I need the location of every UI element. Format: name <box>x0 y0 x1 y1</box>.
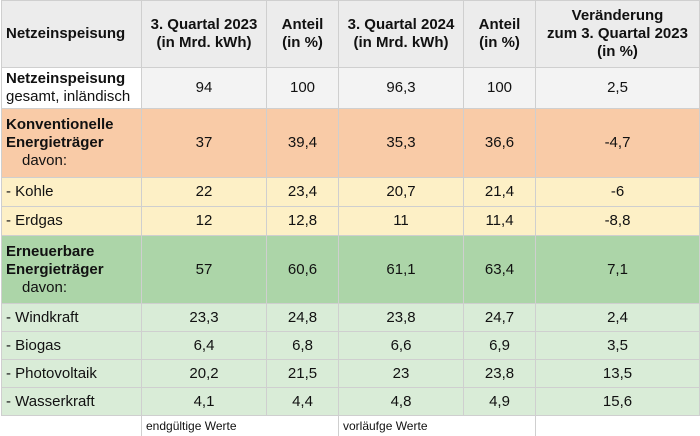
row-share-2023: 4,4 <box>267 388 339 416</box>
header-q3-2023-line1: 3. Quartal 2023 <box>146 16 262 34</box>
conventional-change: -4,7 <box>536 109 700 178</box>
row-share-2024: 11,4 <box>464 207 536 236</box>
row-q3-2024: 11 <box>339 207 464 236</box>
row-share-2023: 21,5 <box>267 360 339 388</box>
renewable-label-line2: Energieträger <box>6 261 137 279</box>
total-label-cell: Netzeinspeisung gesamt, inländisch <box>2 68 142 109</box>
total-share-2023: 100 <box>267 68 339 109</box>
row-share-2024: 23,8 <box>464 360 536 388</box>
total-q3-2024: 96,3 <box>339 68 464 109</box>
conventional-row: Konventionelle Energieträger davon: 37 3… <box>2 109 700 178</box>
header-share-2023-line2: (in %) <box>271 34 334 52</box>
renewable-q3-2024: 61,1 <box>339 236 464 304</box>
header-netzeinspeisung: Netzeinspeisung <box>2 1 142 68</box>
renewable-share-2024: 63,4 <box>464 236 536 304</box>
table-row-windkraft: - Windkraft 23,3 24,8 23,8 24,7 2,4 <box>2 304 700 332</box>
table-row-wasserkraft: - Wasserkraft 4,1 4,4 4,8 4,9 15,6 <box>2 388 700 416</box>
conventional-label-cell: Konventionelle Energieträger davon: <box>2 109 142 178</box>
header-share-2023-line1: Anteil <box>271 16 334 34</box>
renewable-davon: davon: <box>6 279 137 297</box>
table-row-kohle: - Kohle 22 23,4 20,7 21,4 -6 <box>2 178 700 207</box>
row-share-2023: 24,8 <box>267 304 339 332</box>
header-change-line1: Veränderung <box>540 7 695 25</box>
total-change: 2,5 <box>536 68 700 109</box>
row-share-2024: 24,7 <box>464 304 536 332</box>
renewable-share-2023: 60,6 <box>267 236 339 304</box>
row-q3-2024: 6,6 <box>339 332 464 360</box>
total-sublabel: gesamt, inländisch <box>6 88 137 106</box>
row-q3-2024: 23,8 <box>339 304 464 332</box>
header-row: Netzeinspeisung 3. Quartal 2023 (in Mrd.… <box>2 1 700 68</box>
renewable-q3-2023: 57 <box>142 236 267 304</box>
row-label: - Wasserkraft <box>2 388 142 416</box>
row-label: - Windkraft <box>2 304 142 332</box>
footer-empty <box>2 416 142 436</box>
row-change: 3,5 <box>536 332 700 360</box>
row-change: 13,5 <box>536 360 700 388</box>
row-q3-2023: 20,2 <box>142 360 267 388</box>
row-share-2023: 12,8 <box>267 207 339 236</box>
row-q3-2024: 23 <box>339 360 464 388</box>
conventional-label-line1: Konventionelle <box>6 116 137 134</box>
row-share-2023: 23,4 <box>267 178 339 207</box>
row-label: - Erdgas <box>2 207 142 236</box>
row-q3-2023: 4,1 <box>142 388 267 416</box>
header-q3-2024-line2: (in Mrd. kWh) <box>343 34 459 52</box>
total-q3-2023: 94 <box>142 68 267 109</box>
conventional-share-2024: 36,6 <box>464 109 536 178</box>
footer-empty-end <box>536 416 700 436</box>
header-share-2024-line2: (in %) <box>468 34 531 52</box>
renewable-label-line1: Erneuerbare <box>6 243 137 261</box>
row-q3-2023: 12 <box>142 207 267 236</box>
header-q3-2023-line2: (in Mrd. kWh) <box>146 34 262 52</box>
footnote-final-values: endgültige Werte <box>142 416 339 436</box>
total-label: Netzeinspeisung <box>6 70 137 88</box>
row-label: - Photovoltaik <box>2 360 142 388</box>
header-change: Veränderung zum 3. Quartal 2023 (in %) <box>536 1 700 68</box>
conventional-davon: davon: <box>6 152 137 170</box>
conventional-share-2023: 39,4 <box>267 109 339 178</box>
header-q3-2024: 3. Quartal 2024 (in Mrd. kWh) <box>339 1 464 68</box>
row-change: -8,8 <box>536 207 700 236</box>
row-q3-2024: 4,8 <box>339 388 464 416</box>
row-label: - Kohle <box>2 178 142 207</box>
row-change: 15,6 <box>536 388 700 416</box>
header-share-2024: Anteil (in %) <box>464 1 536 68</box>
row-share-2024: 21,4 <box>464 178 536 207</box>
total-share-2024: 100 <box>464 68 536 109</box>
header-change-line3: (in %) <box>540 43 695 61</box>
row-share-2024: 6,9 <box>464 332 536 360</box>
header-change-line2: zum 3. Quartal 2023 <box>540 25 695 43</box>
footer-row: endgültige Werte vorläufge Werte <box>2 416 700 436</box>
row-label: - Biogas <box>2 332 142 360</box>
row-change: 2,4 <box>536 304 700 332</box>
table-row-erdgas: - Erdgas 12 12,8 11 11,4 -8,8 <box>2 207 700 236</box>
renewable-label-cell: Erneuerbare Energieträger davon: <box>2 236 142 304</box>
row-q3-2023: 23,3 <box>142 304 267 332</box>
row-share-2023: 6,8 <box>267 332 339 360</box>
table-row-biogas: - Biogas 6,4 6,8 6,6 6,9 3,5 <box>2 332 700 360</box>
header-q3-2023: 3. Quartal 2023 (in Mrd. kWh) <box>142 1 267 68</box>
row-q3-2023: 22 <box>142 178 267 207</box>
renewable-change: 7,1 <box>536 236 700 304</box>
row-change: -6 <box>536 178 700 207</box>
row-q3-2024: 20,7 <box>339 178 464 207</box>
conventional-label-line2: Energieträger <box>6 134 137 152</box>
conventional-q3-2023: 37 <box>142 109 267 178</box>
header-share-2024-line1: Anteil <box>468 16 531 34</box>
table-row-photovoltaik: - Photovoltaik 20,2 21,5 23 23,8 13,5 <box>2 360 700 388</box>
conventional-q3-2024: 35,3 <box>339 109 464 178</box>
row-q3-2023: 6,4 <box>142 332 267 360</box>
renewable-row: Erneuerbare Energieträger davon: 57 60,6… <box>2 236 700 304</box>
footnote-preliminary-values: vorläufge Werte <box>339 416 536 436</box>
total-row: Netzeinspeisung gesamt, inländisch 94 10… <box>2 68 700 109</box>
header-share-2023: Anteil (in %) <box>267 1 339 68</box>
header-q3-2024-line1: 3. Quartal 2024 <box>343 16 459 34</box>
row-share-2024: 4,9 <box>464 388 536 416</box>
